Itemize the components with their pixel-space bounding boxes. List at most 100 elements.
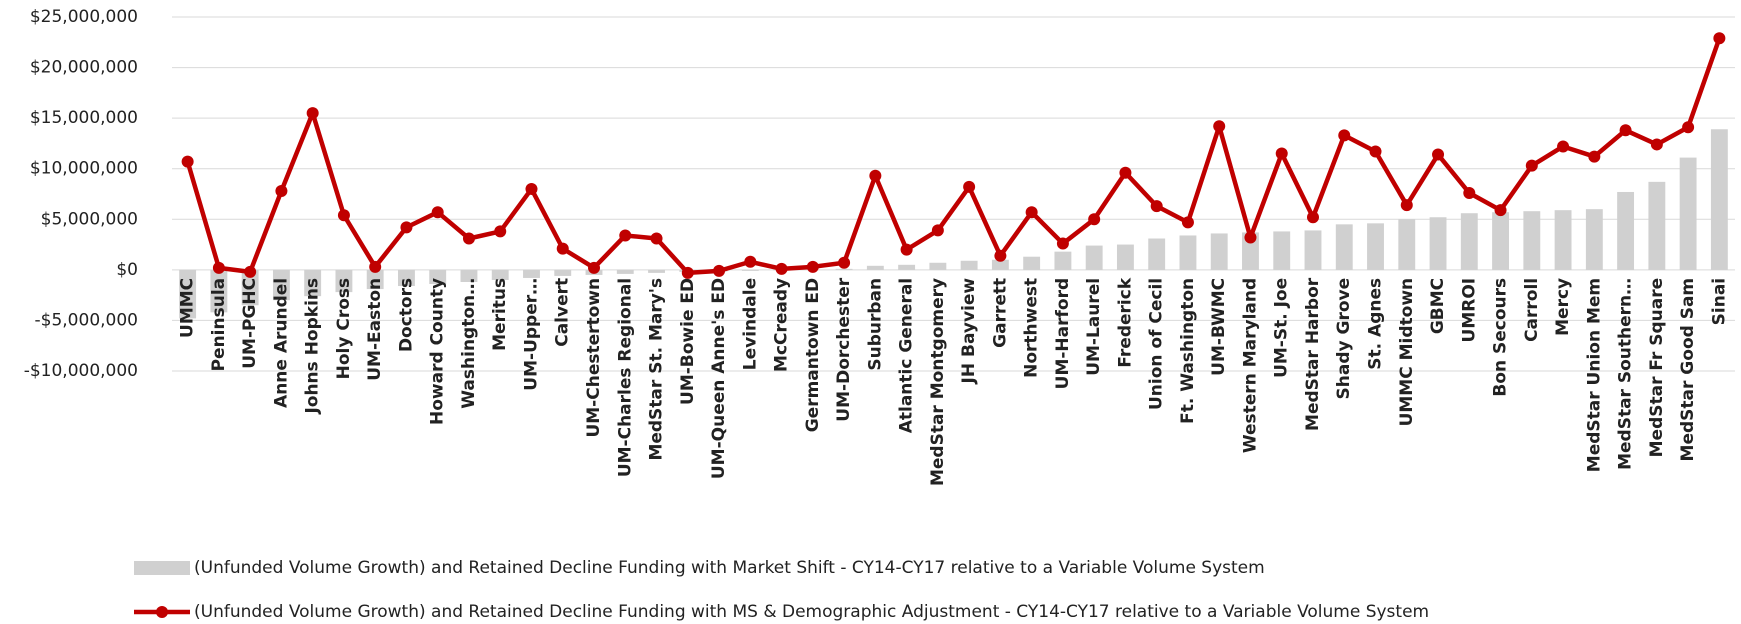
marker: [1088, 213, 1101, 226]
x-tick-label: MedStar Union Mem: [1584, 278, 1604, 472]
x-tick-label: Ft. Washington: [1178, 278, 1198, 424]
y-tick-label: $10,000,000: [30, 159, 138, 179]
marker: [1306, 211, 1319, 224]
marker: [244, 265, 257, 278]
bar: [1054, 251, 1072, 270]
bar: [554, 269, 572, 276]
x-tick-label: UMMC Midtown: [1397, 278, 1417, 427]
bar: [1585, 209, 1603, 270]
bar: [1367, 223, 1384, 270]
marker: [744, 255, 757, 268]
x-tick-label: GBMC: [1428, 278, 1448, 334]
marker: [1494, 204, 1507, 217]
legend-swatch: [134, 561, 190, 575]
marker: [806, 260, 819, 273]
marker: [869, 169, 882, 182]
x-tick-label: Atlantic General: [897, 278, 917, 433]
marker: [494, 225, 507, 238]
bar: [335, 269, 353, 293]
marker: [994, 249, 1007, 262]
bar: [741, 269, 759, 271]
x-tick-label: Suburban: [865, 278, 885, 371]
x-tick-label: UM-St. Joe: [1272, 278, 1292, 378]
bar: [1492, 212, 1509, 270]
bar: [1554, 210, 1572, 270]
x-tick-label: Mercy: [1553, 278, 1573, 336]
marker: [1181, 216, 1194, 229]
bar: [366, 269, 384, 290]
x-tick-label: Howard County: [428, 278, 448, 425]
bar: [1429, 217, 1447, 270]
marker: [681, 266, 694, 279]
x-tick-label: St. Agnes: [1366, 278, 1386, 370]
x-tick-label: UM-Dorchester: [834, 277, 854, 421]
x-tick-label: Anne Arundel: [271, 278, 291, 408]
bar: [1648, 181, 1666, 270]
y-tick-label: $0: [116, 260, 138, 280]
marker: [1056, 237, 1069, 250]
x-tick-label: UM-BWMC: [1209, 278, 1229, 376]
marker: [1432, 148, 1445, 161]
x-tick-label: McCready: [772, 278, 792, 372]
bar: [1710, 129, 1728, 270]
x-tick-label: UM-Easton: [365, 278, 385, 381]
marker: [1150, 200, 1163, 213]
marker: [1369, 145, 1382, 158]
x-tick-label: Doctors: [396, 278, 416, 352]
x-tick-label: MedStar St. Mary's: [647, 278, 667, 461]
marker: [838, 256, 851, 269]
x-tick-label: Calvert: [553, 278, 573, 347]
bar: [1460, 213, 1478, 270]
x-tick-label: MedStar Southern…: [1616, 278, 1636, 470]
marker: [1338, 129, 1351, 142]
marker: [525, 182, 538, 195]
bar: [272, 269, 290, 301]
bar: [304, 269, 322, 297]
x-tick-label: UM-Upper…: [521, 278, 541, 391]
x-tick-label: JH Bayview: [959, 278, 979, 385]
x-tick-label: Western Maryland: [1240, 278, 1260, 453]
line: [185, 37, 1722, 276]
marker: [556, 242, 569, 255]
x-tick-label: UM-Charles Regional: [615, 278, 635, 477]
marker: [400, 221, 413, 234]
x-tick-label: Garrett: [990, 278, 1010, 348]
marker: [1400, 199, 1413, 212]
x-tick-label: Frederick: [1115, 277, 1135, 367]
y-tick-label: -$10,000,000: [24, 361, 138, 381]
bar: [1304, 230, 1322, 270]
x-tick-label: Johns Hopkins: [303, 278, 323, 415]
x-tick-label: UM-Harford: [1053, 278, 1073, 390]
x-tick-label: Washington…: [459, 278, 479, 409]
bar: [1523, 211, 1541, 270]
x-tick-label: MedStar Harbor: [1303, 277, 1323, 431]
marker: [900, 243, 913, 256]
bar: [1085, 245, 1103, 270]
marker: [588, 261, 601, 274]
marker: [275, 184, 288, 197]
x-tick-label: Levindale: [740, 278, 760, 370]
x-tick-label: UMMC: [178, 278, 198, 338]
bar: [1273, 231, 1291, 270]
legend-label: (Unfunded Volume Growth) and Retained De…: [194, 558, 1265, 578]
marker: [1275, 147, 1288, 160]
y-tick-label: $20,000,000: [30, 58, 138, 78]
marker: [1119, 166, 1132, 179]
y-tick-label: -$5,000,000: [35, 310, 138, 330]
marker: [1682, 121, 1695, 134]
marker: [713, 264, 726, 277]
bar: [898, 264, 916, 270]
marker: [963, 180, 976, 193]
x-tick-label: Union of Cecil: [1147, 278, 1167, 410]
bar: [241, 269, 259, 306]
x-tick-label: Meritus: [490, 278, 510, 351]
x-tick-label: UMROI: [1459, 278, 1479, 343]
marker: [1588, 150, 1601, 163]
marker: [369, 260, 382, 273]
x-tick-label: UM-Queen Anne's ED: [709, 278, 729, 479]
legend-marker: [156, 606, 168, 618]
bar: [835, 268, 853, 270]
bar: [1148, 238, 1166, 270]
bar: [929, 262, 947, 270]
